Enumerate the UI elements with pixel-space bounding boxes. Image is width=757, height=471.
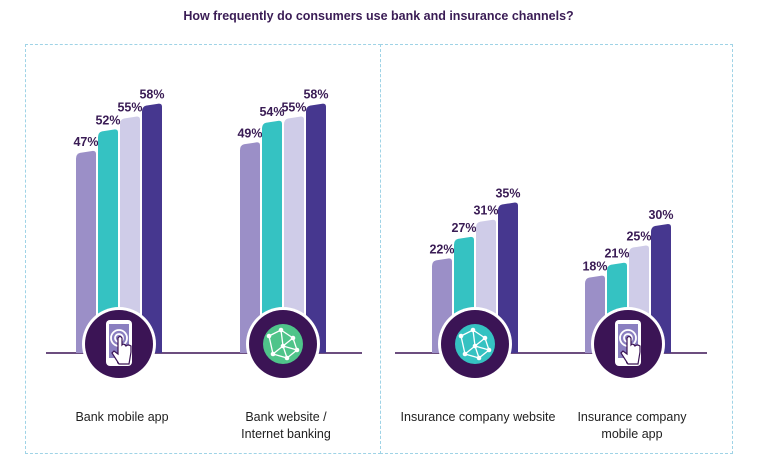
network-node <box>294 347 300 353</box>
bar <box>98 129 118 353</box>
category-label-insurance-website: Insurance company website <box>400 410 556 424</box>
bar-group: 49% 54%55%58% <box>237 88 329 381</box>
network-node <box>476 355 482 361</box>
data-label: 22% <box>429 242 454 256</box>
data-label: 52% <box>95 113 120 127</box>
data-label: 25% <box>626 230 651 244</box>
insurance-channels-panel <box>380 44 733 454</box>
network-node <box>486 347 492 353</box>
category-label-bank-website: Bank website / Internet banking <box>241 410 331 441</box>
network-node <box>482 335 488 341</box>
chart-title: How frequently do consumers use bank and… <box>183 9 574 23</box>
data-label: 49% <box>237 126 262 140</box>
bar <box>498 202 518 353</box>
bar <box>284 116 304 353</box>
category-label-bank-mobile-app: Bank mobile app <box>75 410 169 424</box>
data-label: 54% <box>259 105 284 119</box>
data-label: 58% <box>303 88 328 102</box>
hand-pointer <box>111 335 132 365</box>
network-node <box>470 327 476 333</box>
data-label: 55% <box>281 101 306 115</box>
data-label: 58% <box>139 88 164 102</box>
data-label: 30% <box>648 208 673 222</box>
network-node <box>270 351 276 357</box>
network-node <box>280 343 286 349</box>
data-label: 47% <box>73 135 98 149</box>
bar-group: 47% 52%55%58% <box>73 88 165 381</box>
bar <box>240 142 260 353</box>
network-node <box>290 335 296 341</box>
data-label: 55% <box>117 101 142 115</box>
network-node <box>462 351 468 357</box>
network-node <box>266 333 272 339</box>
globe-network-icon <box>455 324 495 364</box>
smartphone-tap-icon <box>615 320 641 366</box>
bar <box>120 116 140 353</box>
bar <box>262 120 282 353</box>
network-node <box>458 333 464 339</box>
bar <box>142 103 162 353</box>
bar-group: 18%21% 25% 30% <box>582 208 674 381</box>
hand-pointer <box>620 335 641 365</box>
category-label-insurance-mobile-app: Insurance company mobile app <box>577 410 687 441</box>
globe-network-icon <box>263 324 303 364</box>
smartphone-tap-icon <box>106 320 132 366</box>
data-label: 21% <box>604 247 629 261</box>
bar <box>76 150 96 353</box>
data-label: 27% <box>451 221 476 235</box>
data-label: 18% <box>582 260 607 274</box>
data-label: 35% <box>495 187 520 201</box>
data-label: 31% <box>473 204 498 218</box>
network-node <box>278 327 284 333</box>
network-node <box>472 343 478 349</box>
network-node <box>284 355 290 361</box>
bar <box>306 103 326 353</box>
bar-group: 22% 27% 31% 35% <box>429 187 521 381</box>
